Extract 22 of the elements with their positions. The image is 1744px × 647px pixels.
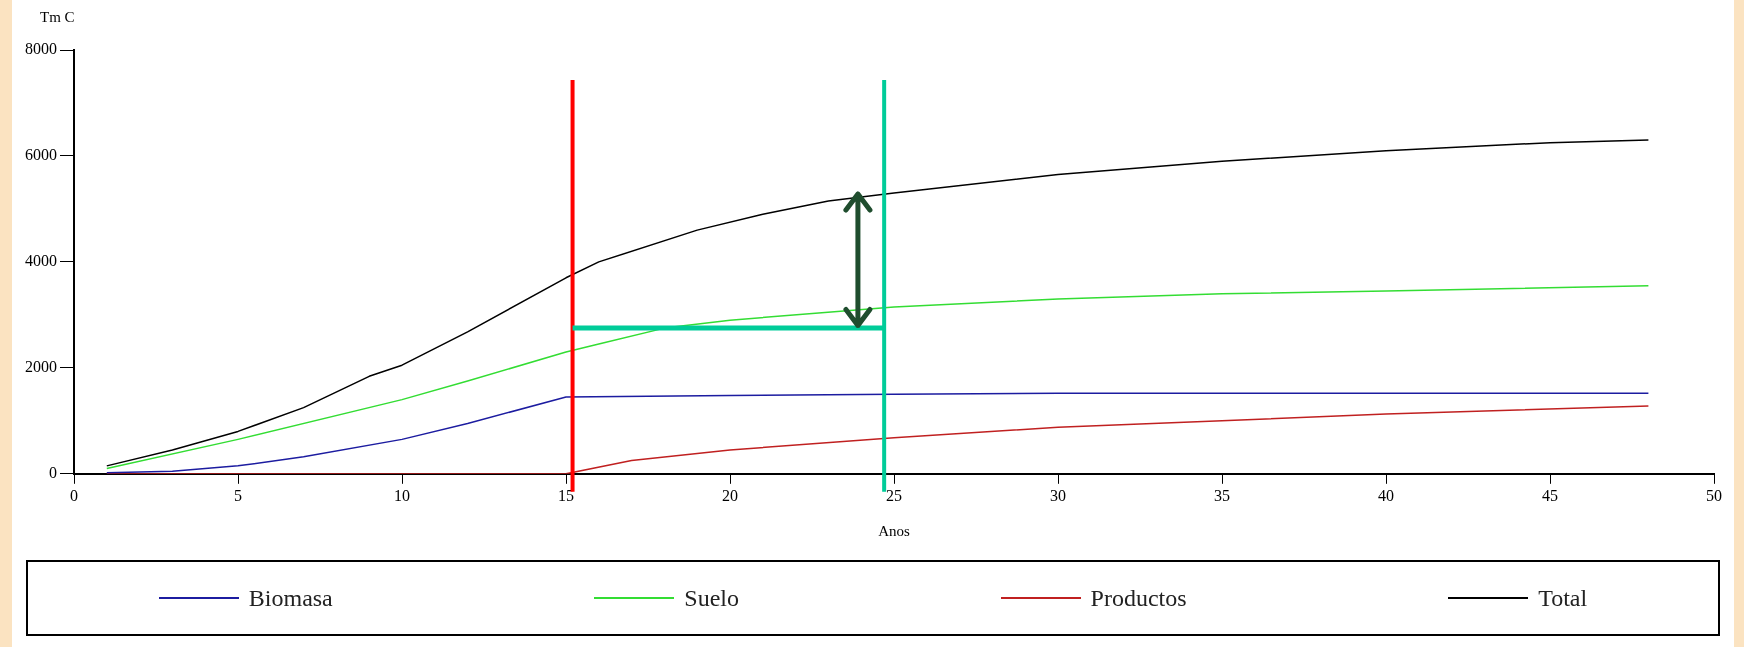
y-tick-label: 2000: [25, 358, 57, 376]
x-tick-label: 45: [1542, 486, 1558, 504]
x-tick-label: 40: [1378, 486, 1394, 504]
y-tick-label: 4000: [25, 252, 57, 270]
x-tick-label: 30: [1050, 486, 1066, 504]
y-tick-label: 6000: [25, 146, 57, 164]
x-tick-label: 20: [722, 486, 738, 504]
x-tick-label: 0: [70, 486, 78, 504]
legend-label: Total: [1538, 584, 1588, 612]
x-tick-label: 15: [558, 486, 574, 504]
x-tick-label: 25: [886, 486, 902, 504]
x-tick-label: 5: [234, 486, 242, 504]
legend-label: Biomasa: [248, 584, 333, 612]
y-tick-label: 0: [49, 464, 57, 481]
x-tick-label: 10: [394, 486, 410, 504]
y-axis-title: Tm C: [40, 9, 75, 25]
legend-label: Productos: [1090, 584, 1187, 612]
legend-label: Suelo: [684, 584, 740, 612]
x-axis-title: Anos: [878, 522, 910, 539]
x-tick-label: 50: [1706, 486, 1722, 504]
x-tick-label: 35: [1214, 486, 1230, 504]
y-tick-label: 8000: [25, 40, 57, 58]
